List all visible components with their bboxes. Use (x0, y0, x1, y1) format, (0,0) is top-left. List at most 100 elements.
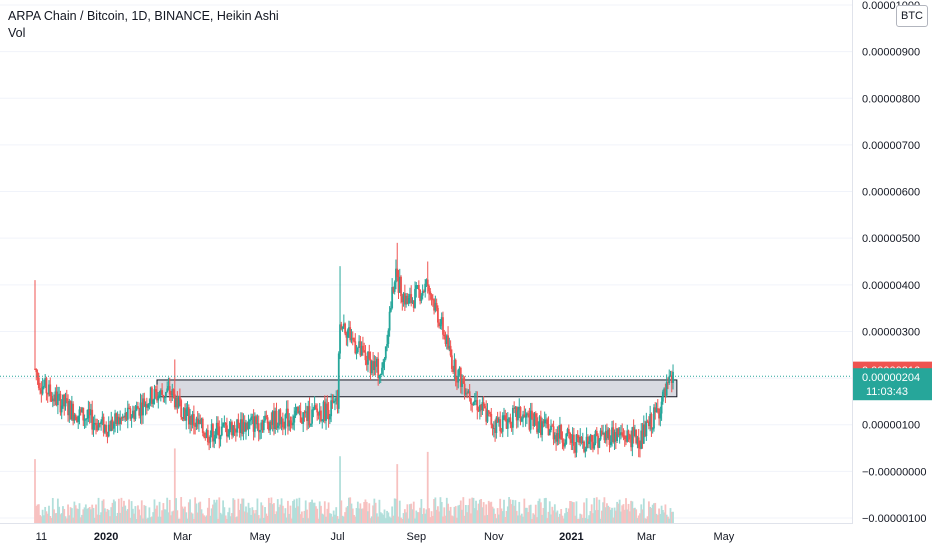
volume-bar (663, 512, 666, 523)
candle-body (564, 443, 566, 447)
currency-badge[interactable]: BTC (896, 5, 928, 27)
candle-body (478, 405, 481, 412)
candle-body (348, 327, 350, 331)
candle-body (405, 295, 408, 305)
volume-bar (412, 501, 415, 523)
volume-bar (616, 501, 619, 523)
candle-body (91, 409, 94, 430)
volume-bar (604, 507, 607, 523)
candle-body (110, 419, 113, 432)
candle-body (334, 400, 336, 402)
candle-body (378, 375, 381, 379)
volume-bar (288, 513, 291, 523)
candle-body (115, 413, 118, 424)
volume-bar (289, 505, 292, 523)
candle-body (419, 289, 422, 301)
candle-body (170, 394, 172, 396)
candle-body (149, 387, 152, 404)
volume-bar (176, 510, 179, 523)
candle-body (259, 430, 261, 433)
candle-body (639, 447, 641, 449)
candle-body (304, 411, 307, 413)
candle-body (177, 396, 180, 408)
candle-body (527, 413, 530, 415)
volume-bar (538, 498, 541, 523)
volume-bar (82, 509, 85, 523)
volume-bar (583, 502, 585, 523)
volume-bar (367, 511, 369, 523)
volume-bar (69, 507, 72, 523)
volume-bar (344, 512, 347, 523)
candle-body (631, 427, 634, 448)
candle-body (520, 418, 523, 422)
candle-body (598, 439, 601, 448)
candle-body (69, 401, 72, 420)
volume-bar (56, 498, 59, 523)
candle-body (178, 396, 181, 401)
candle-body (162, 394, 165, 399)
volume-bar (550, 514, 552, 523)
candle-body (484, 406, 486, 409)
candle-body (196, 418, 199, 425)
volume-bar (205, 515, 208, 523)
candle-body (354, 341, 357, 354)
volume-bar (190, 512, 193, 523)
volume-bar (178, 518, 181, 523)
volume-bar (416, 512, 419, 523)
candle-body (663, 388, 666, 392)
volume-bar (120, 497, 123, 523)
candle-body (358, 341, 360, 348)
volume-bar (475, 500, 477, 523)
candle-body (612, 427, 615, 442)
candle-body (434, 302, 437, 311)
candle-body (525, 413, 528, 416)
volume-bar (545, 497, 547, 523)
candle-body (58, 393, 61, 395)
candle-body (459, 367, 462, 387)
candle-body (600, 430, 603, 435)
candle-body (581, 441, 584, 443)
volume-bar (396, 464, 399, 523)
candle-body (450, 355, 453, 369)
candle-body (171, 389, 174, 396)
candle-body (518, 407, 521, 411)
candle-body (635, 429, 638, 444)
volume-bar (514, 500, 517, 523)
volume-bar (628, 511, 631, 523)
time-axis[interactable]: 11 2020 Mar May Jul Sep Nov 2021 Mar May (36, 531, 735, 543)
volume-bar (459, 500, 462, 523)
candle-body (260, 422, 263, 431)
candle-body (40, 389, 43, 394)
volume-bar (247, 502, 250, 523)
candle-body (185, 409, 188, 421)
volume-bar (314, 506, 317, 523)
volume-bar (646, 516, 649, 523)
volume-bar (452, 516, 455, 523)
candle-body (194, 425, 197, 427)
volume-bar (634, 507, 636, 523)
candle-body (262, 420, 265, 431)
candle-body (205, 430, 208, 438)
volume-bar (335, 507, 338, 523)
price-axis[interactable]: 0.000010000.000009000.000008000.00000700… (862, 0, 927, 525)
volume-bar (161, 510, 163, 523)
price-axis-panel[interactable] (853, 0, 932, 523)
volume-bar (471, 497, 474, 523)
volume-bar (510, 504, 513, 523)
volume-bar (503, 499, 505, 523)
volume-bar (504, 517, 507, 523)
volume-bar (112, 499, 115, 523)
volume-bar (259, 518, 261, 523)
candle-body (659, 413, 662, 419)
volume-bar (350, 503, 353, 523)
candle-body (41, 386, 44, 394)
volume-bar (134, 506, 137, 523)
volume-bar (640, 504, 643, 523)
volume-bar (144, 505, 147, 523)
candle-body (429, 291, 432, 295)
candle-body (667, 382, 669, 384)
volume-bar (627, 503, 630, 523)
volume-bar (200, 509, 203, 523)
volume-bar (101, 500, 104, 523)
